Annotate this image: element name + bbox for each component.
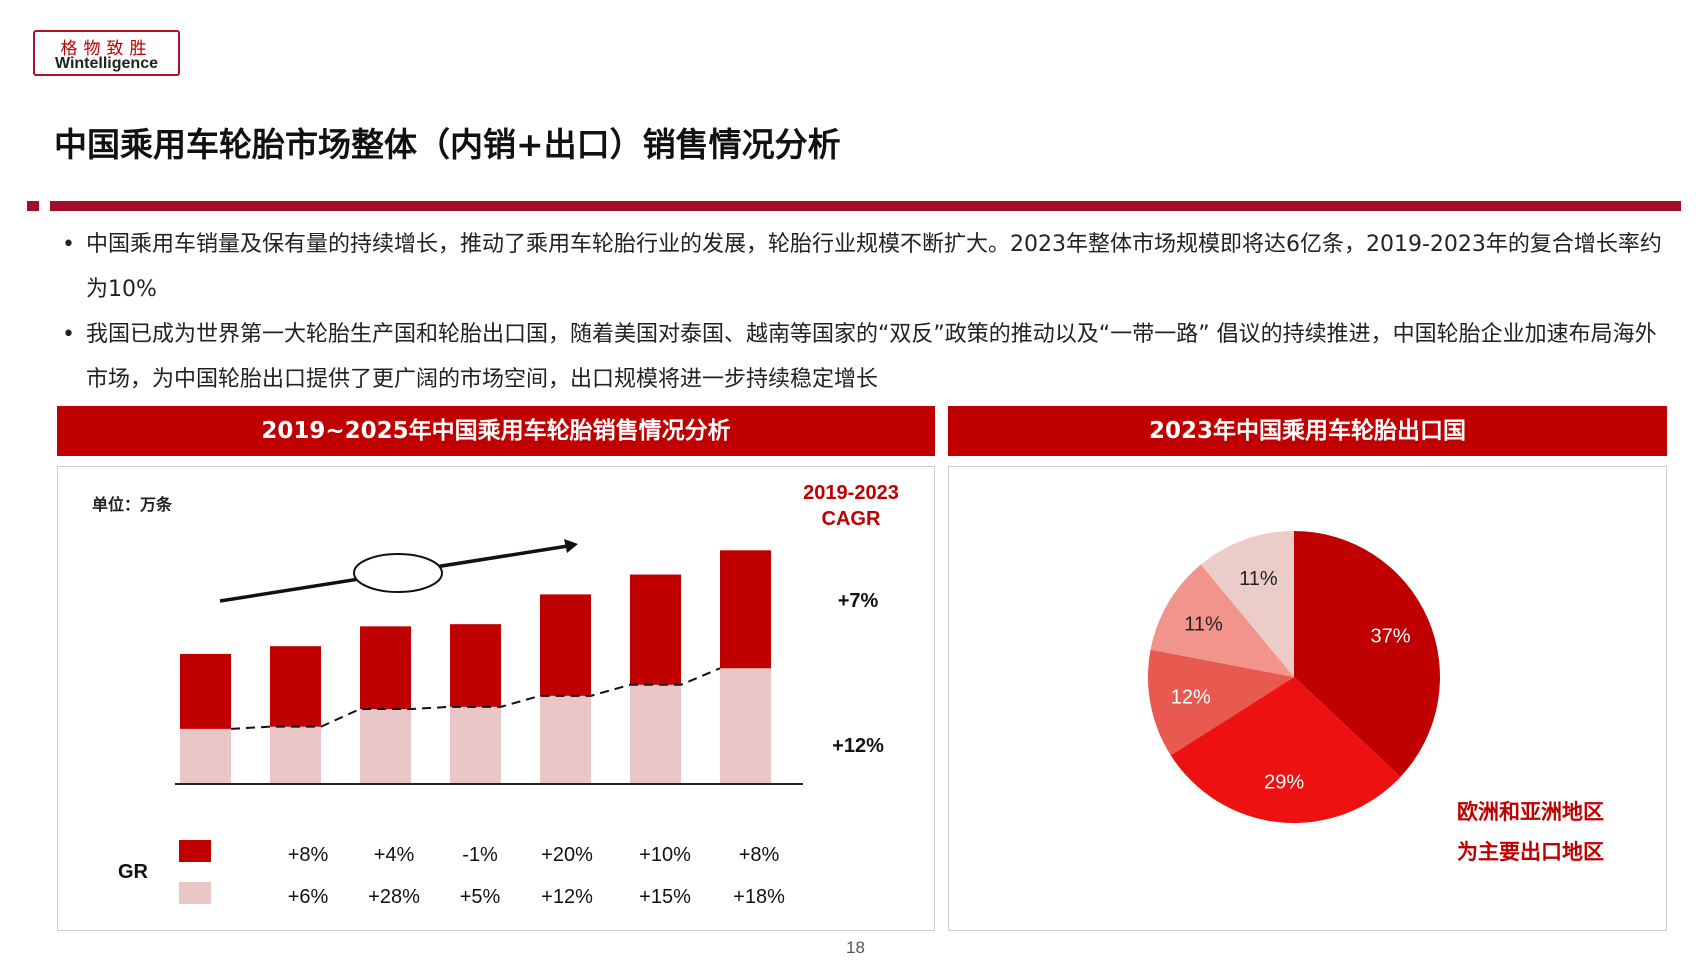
gr-bottom-value: +6% [288,886,329,908]
bullet-text: 我国已成为世界第一大轮胎生产国和轮胎出口国，随着美国对泰国、越南等国家的“双反”… [86,322,1657,392]
bullet-item: • 中国乘用车销量及保有量的持续增长，推动了乘用车轮胎行业的发展，轮胎行业规模不… [58,222,1668,312]
pie-chart: 37% 29% 12% 11% 11% [1148,531,1440,823]
title-rule [50,201,1681,211]
gr-bottom-value: +5% [460,886,501,908]
bars-group [180,550,771,784]
cagr-bottom-value: +12% [832,735,884,757]
pie-slice-label: 29% [1264,772,1304,794]
bar-segment-upper [450,624,501,707]
bar-segment-lower [270,726,321,784]
page-title: 中国乘用车轮胎市场整体（内销+出口）销售情况分析 [54,125,841,164]
bar-segment-lower [180,728,231,784]
bullet-text: 中国乘用车销量及保有量的持续增长，推动了乘用车轮胎行业的发展，轮胎行业规模不断扩… [86,232,1662,302]
pie-slice [1148,649,1294,756]
right-panel-header: 2023年中国乘用车轮胎出口国 [948,406,1667,456]
bullet-item: • 我国已成为世界第一大轮胎生产国和轮胎出口国，随着美国对泰国、越南等国家的“双… [58,312,1668,402]
gr-label: GR [118,861,149,883]
left-panel-header: 2019~2025年中国乘用车轮胎销售情况分析 [57,406,935,456]
gr-bottom-value: +28% [368,886,420,908]
pie-slice [1200,531,1294,677]
cagr-title-line2: CAGR [822,508,881,530]
gr-bottom-value: +12% [541,886,593,908]
gr-top-value: +4% [374,844,415,866]
gr-bottom-value: +15% [639,886,691,908]
gr-top-value: +20% [541,844,593,866]
gr-top-value: +8% [739,844,780,866]
pie-slice-label: 11% [1239,568,1278,590]
bullet-dot: • [62,232,75,257]
pie-slice [1170,677,1401,823]
bar-segment-upper [270,646,321,727]
trend-dashed-line [230,667,721,730]
bar-chart: 单位：万条 2019-2023 CAGR +7% +12% GR +8% +4% -… [92,482,899,908]
pie-slice [1294,531,1440,777]
cagr-top-value: +7% [838,590,879,612]
bar-segment-upper [540,594,591,696]
gr-top-value: -1% [462,844,498,866]
logo-chinese-text: 格物致胜 [60,39,153,59]
bar-segment-lower [450,706,501,784]
gr-values: +8% +4% -1% +20% +10% +8% +6% +28% +5% +12% +15% +1… [288,844,785,908]
pie-slice-label: 37% [1370,625,1410,647]
bullet-list: • 中国乘用车销量及保有量的持续增长，推动了乘用车轮胎行业的发展，轮胎行业规模不… [58,222,1668,402]
gr-bottom-value: +18% [733,886,785,908]
export-note-line1: 欧洲和亚洲地区 [1457,800,1604,824]
pie-slice [1150,564,1294,677]
cagr-title-line1: 2019-2023 [803,482,899,504]
bar-segment-upper [720,550,771,669]
pie-slice-label: 11% [1184,613,1223,635]
title-rule-marker [27,201,39,211]
pie-slice-label: 12% [1171,687,1211,709]
bullet-dot: • [62,322,75,347]
bar-segment-lower [720,668,771,784]
logo-english-text: Wintelligence [55,55,158,72]
growth-ellipse [353,553,443,593]
left-panel: 单位：万条 2019-2023 CAGR +7% +12% GR +8% +4% -… [57,466,935,931]
bar-segment-upper [630,574,681,685]
right-panel: 37% 29% 12% 11% 11% [948,466,1667,931]
bar-segment-upper [180,653,231,729]
pie-slices: 37% 29% 12% 11% 11% [1148,531,1440,823]
growth-arrow-head [564,539,578,553]
bar-segment-lower [630,684,681,784]
legend-swatch-dark [179,840,211,862]
legend-swatch-light [179,882,211,904]
gr-top-value: +8% [288,844,329,866]
unit-label: 单位：万条 [92,495,173,514]
company-logo: 格物致胜 Wintelligence [33,30,180,76]
export-note-line2: 为主要出口地区 [1457,840,1604,864]
bar-segment-upper [360,626,411,710]
bar-segment-lower [540,695,591,784]
page-number: 18 [846,938,865,957]
bar-segment-lower [360,709,411,784]
gr-top-value: +10% [639,844,691,866]
